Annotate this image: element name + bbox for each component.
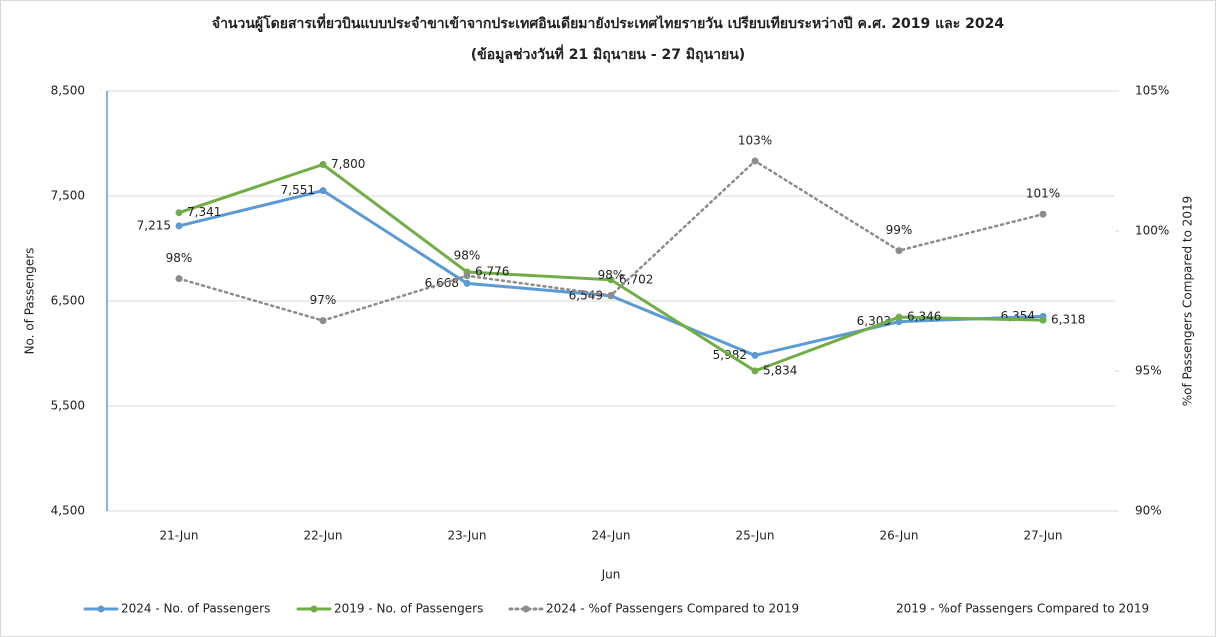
legend-marker [522,605,530,613]
x-tick-label: 25-Jun [735,529,774,543]
point [175,275,183,283]
y-tick-label: 6,500 [51,294,85,308]
data-label: 98% [598,268,625,282]
x-tick-label: 26-Jun [879,529,918,543]
point [175,222,183,230]
data-label: 6,318 [1051,313,1085,327]
point [319,161,327,168]
data-label: 6,776 [475,265,509,279]
data-label: 7,800 [331,157,365,171]
y-tick-label: 8,500 [51,84,85,98]
data-label: 7,551 [281,183,315,197]
y2-tick-label: 90% [1135,504,1162,518]
y2-tick-label: 100% [1135,224,1169,238]
x-tick-label: 24-Jun [591,529,630,543]
data-label: 98% [166,251,193,265]
data-label: 99% [886,223,913,237]
y-axis-label: No. of Passengers [23,248,37,355]
chart-subtitle: (ข้อมูลช่วงวันที่ 21 มิถุนายน - 27 มิถุน… [471,44,745,63]
point [607,276,615,284]
legend-label: 2024 - %of Passengers Compared to 2019 [546,602,799,616]
point [751,157,759,165]
point [607,291,615,299]
y-tick-label: 7,500 [51,189,85,203]
data-label: 7,341 [187,205,221,219]
y2-tick-label: 95% [1135,364,1162,378]
data-label: 103% [738,134,772,148]
point [463,279,471,287]
data-label: 6,668 [425,276,459,290]
data-label: 5,834 [763,363,797,377]
x-tick-label: 27-Jun [1023,529,1062,543]
data-label: 7,215 [137,218,171,232]
x-tick-label: 22-Jun [303,529,342,543]
point [895,313,903,321]
data-label: 98% [454,248,481,262]
y2-tick-label: 105% [1135,84,1169,98]
x-tick-label: 23-Jun [447,529,486,543]
point [463,272,471,280]
x-axis-label: Jun [601,568,621,582]
data-label: 101% [1026,187,1060,201]
y-tick-label: 5,500 [51,399,85,413]
data-label: 6,549 [569,288,603,302]
y-tick-label: 4,500 [51,504,85,518]
legend-marker [310,605,318,613]
data-label: 6,702 [619,272,653,286]
point [1039,210,1047,218]
point [319,187,327,195]
legend-label: 2019 - No. of Passengers [334,602,483,616]
y2-axis-label: %of Passengers Compared to 2019 [1181,196,1195,407]
data-label: 97% [310,293,337,307]
x-tick-label: 21-Jun [159,529,198,543]
point [751,367,759,375]
point [175,209,183,217]
data-label: 6,346 [907,310,941,324]
legend-label: 2024 - No. of Passengers [121,602,270,616]
point [1039,316,1047,324]
legend-label: 2019 - %of Passengers Compared to 2019 [896,602,1149,616]
legend-marker [97,605,105,613]
point [895,247,903,255]
chart-title: จำนวนผู้โดยสารเที่ยวบินแบบประจำขาเข้าจาก… [212,13,1005,32]
point [319,317,327,325]
point [751,351,759,359]
